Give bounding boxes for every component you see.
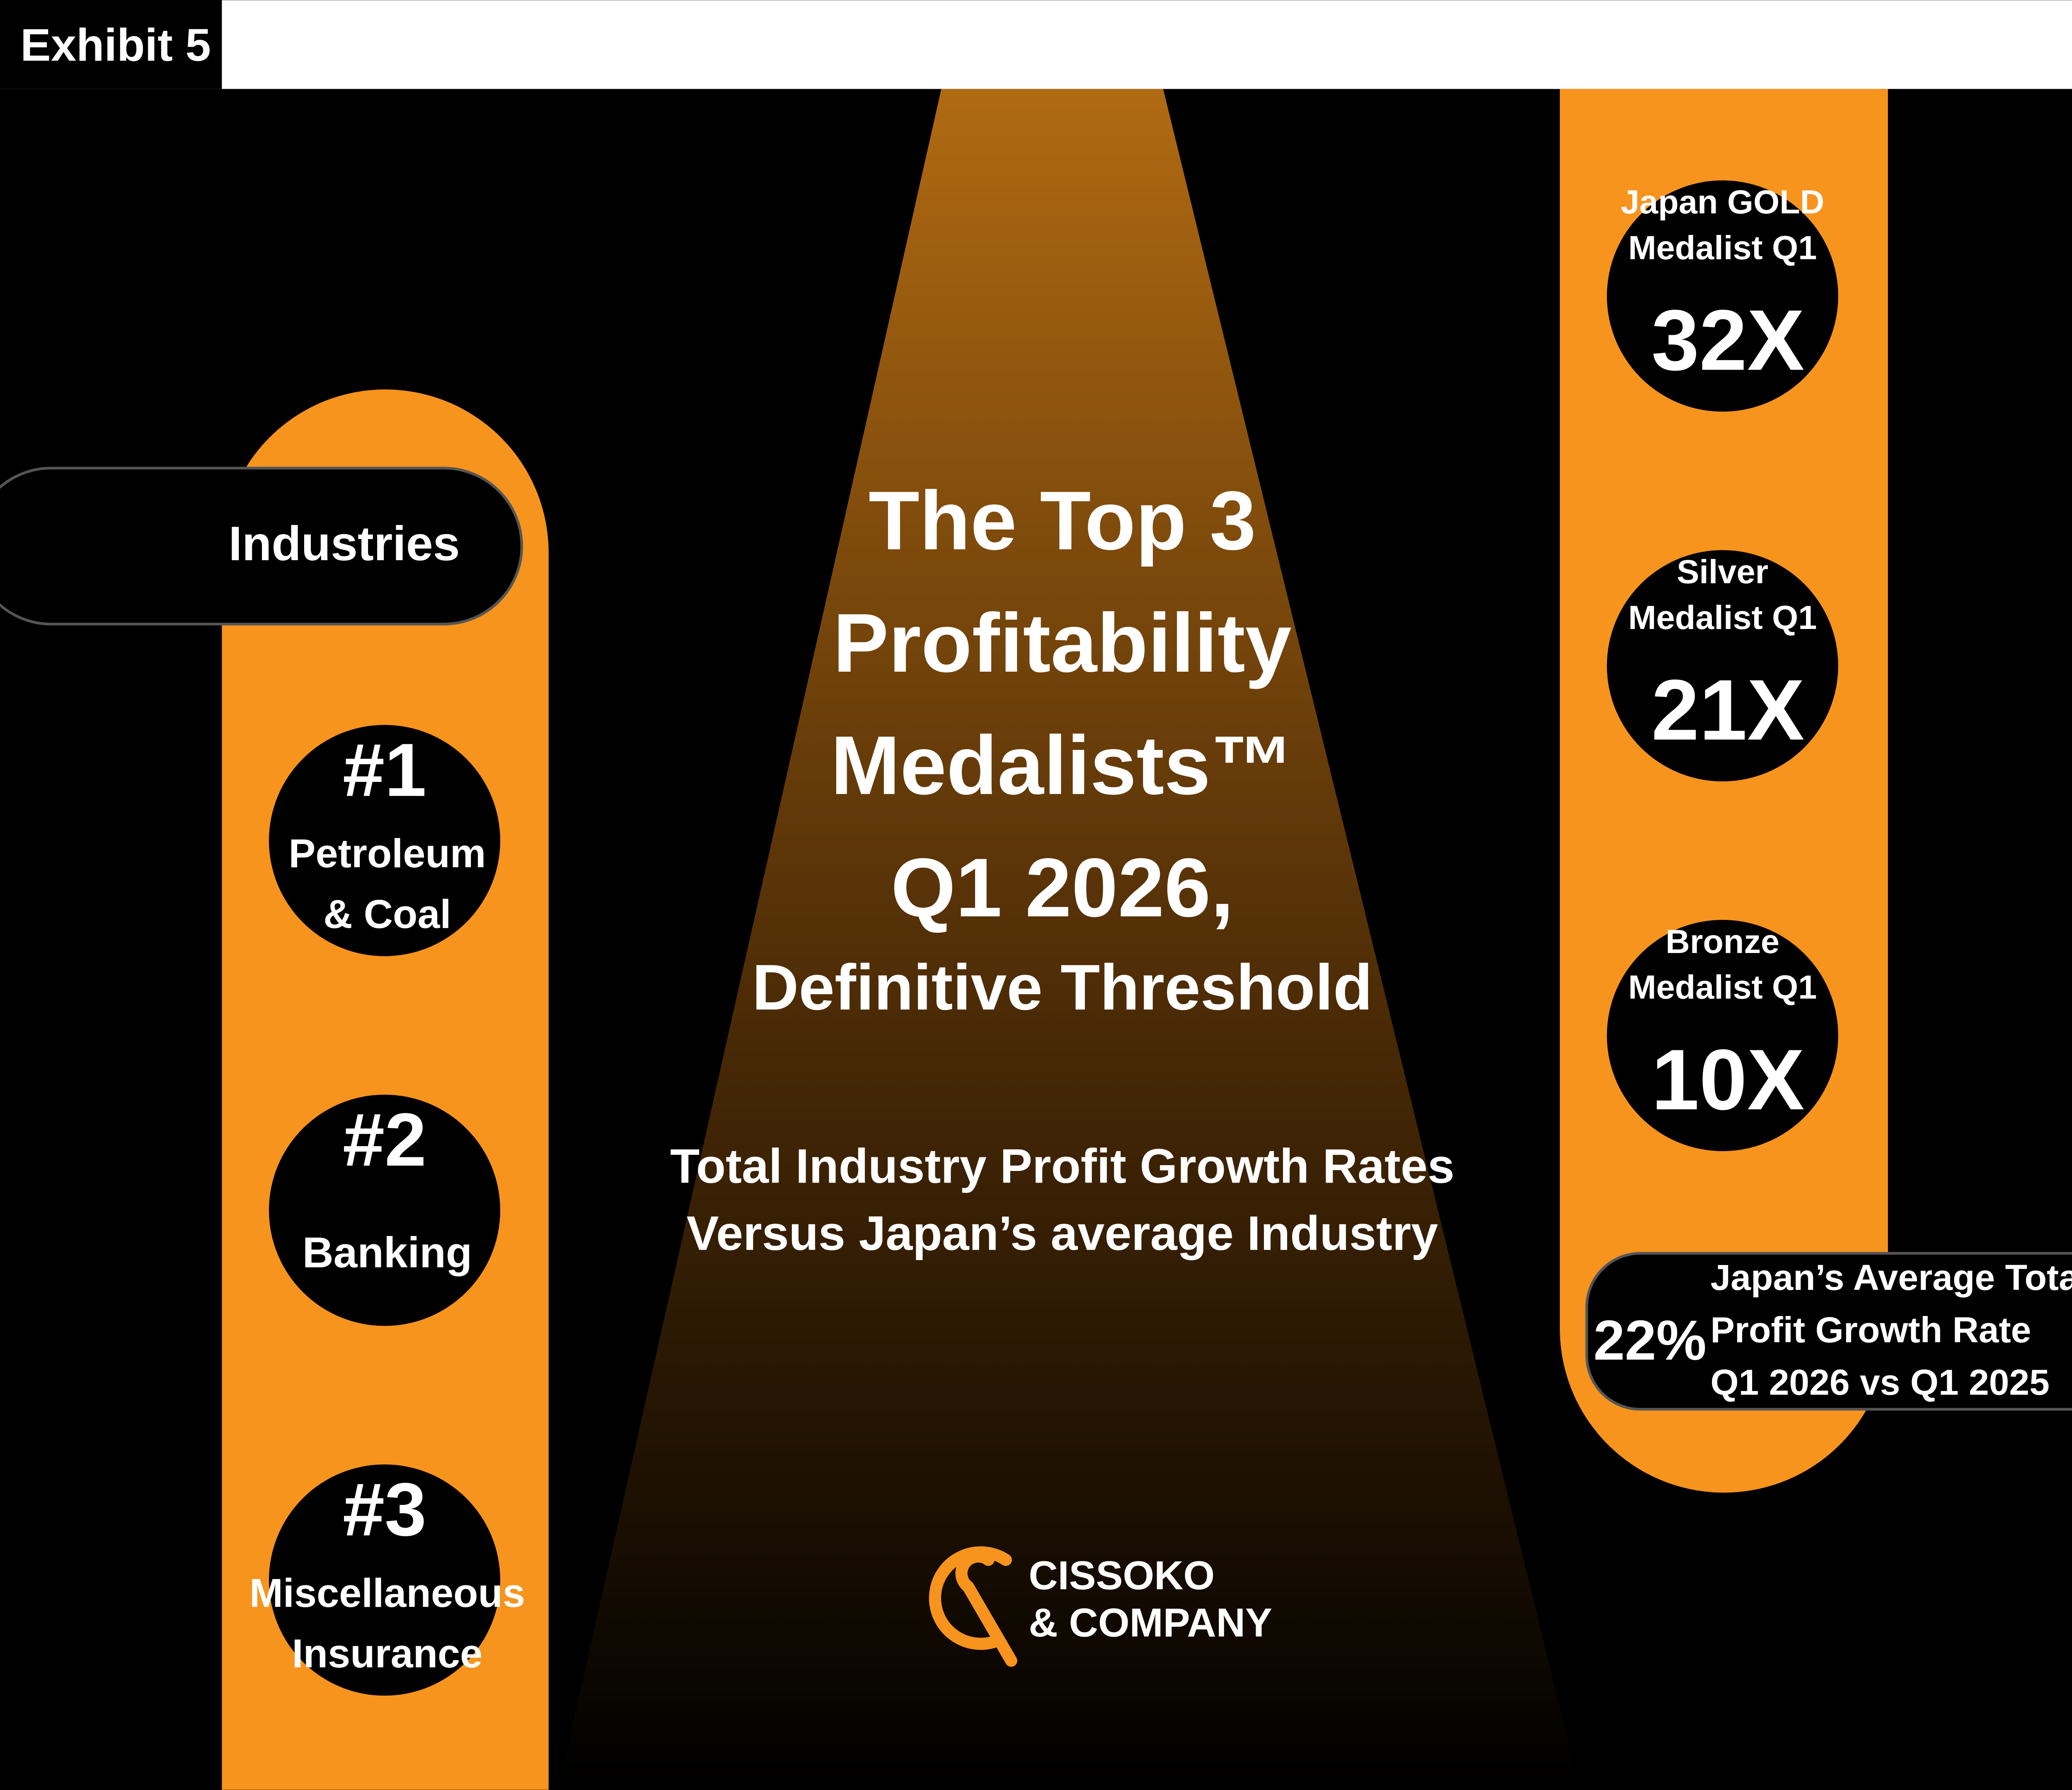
industry-name: Petroleum bbox=[289, 831, 486, 876]
description-line: Versus Japan’s average Industry bbox=[687, 1206, 1438, 1260]
medal-label: Medalist Q1 bbox=[1628, 599, 1817, 636]
exhibit-box bbox=[0, 0, 222, 89]
title-line: Profitability bbox=[833, 596, 1292, 689]
description-line: Total Industry Profit Growth Rates bbox=[670, 1139, 1455, 1193]
logo-text: & COMPANY bbox=[1029, 1600, 1272, 1645]
left-pillar bbox=[222, 389, 549, 1790]
industry-name: Insurance bbox=[292, 1631, 483, 1676]
medal-label: Medalist Q1 bbox=[1628, 229, 1817, 266]
title-line: Q1 2026, bbox=[891, 841, 1234, 934]
average-text: Profit Growth Rate bbox=[1711, 1309, 2031, 1350]
logo-mark bbox=[929, 1546, 1017, 1667]
logo-text: CISSOKO bbox=[1029, 1553, 1215, 1598]
medal-label: Japan GOLD bbox=[1621, 184, 1824, 221]
rank: #1 bbox=[343, 728, 426, 812]
medal-label: Silver bbox=[1677, 554, 1768, 591]
average-box bbox=[1585, 1252, 2072, 1411]
rank-circle bbox=[269, 725, 501, 956]
title-line: Medalists™ bbox=[830, 718, 1294, 812]
medal-label: Medalist Q1 bbox=[1628, 969, 1817, 1006]
medal-value: 10X bbox=[1651, 1032, 1804, 1128]
medal-label: Bronze bbox=[1665, 923, 1779, 960]
subtitle: Definitive Threshold bbox=[752, 951, 1372, 1023]
rank: #2 bbox=[343, 1098, 426, 1182]
rank-circle bbox=[269, 1094, 501, 1326]
average-value: 22% bbox=[1593, 1309, 1706, 1372]
medal-circle bbox=[1607, 920, 1838, 1151]
top-bar bbox=[0, 0, 2072, 89]
right-pillar bbox=[1560, 89, 1888, 1493]
exhibit-label: Exhibit 5 bbox=[20, 19, 211, 70]
medal-value: 21X bbox=[1651, 662, 1804, 758]
industry-name: & Coal bbox=[323, 891, 451, 936]
rank-circle bbox=[269, 1464, 501, 1696]
medal-circle bbox=[1607, 550, 1838, 781]
rank: #3 bbox=[343, 1468, 426, 1552]
average-text: Q1 2026 vs Q1 2025 bbox=[1711, 1362, 2050, 1403]
medal-circle bbox=[1607, 180, 1838, 412]
panel-title: Industries bbox=[229, 516, 460, 571]
industry-name: Miscellaneous bbox=[249, 1570, 525, 1616]
industries-tab bbox=[0, 467, 523, 626]
industry-name: Banking bbox=[303, 1229, 472, 1277]
medal-value: 32X bbox=[1651, 293, 1804, 389]
title-line: The Top 3 bbox=[869, 474, 1256, 567]
average-text: Japan’s Average Total bbox=[1711, 1257, 2072, 1298]
spotlight bbox=[558, 89, 1580, 1790]
